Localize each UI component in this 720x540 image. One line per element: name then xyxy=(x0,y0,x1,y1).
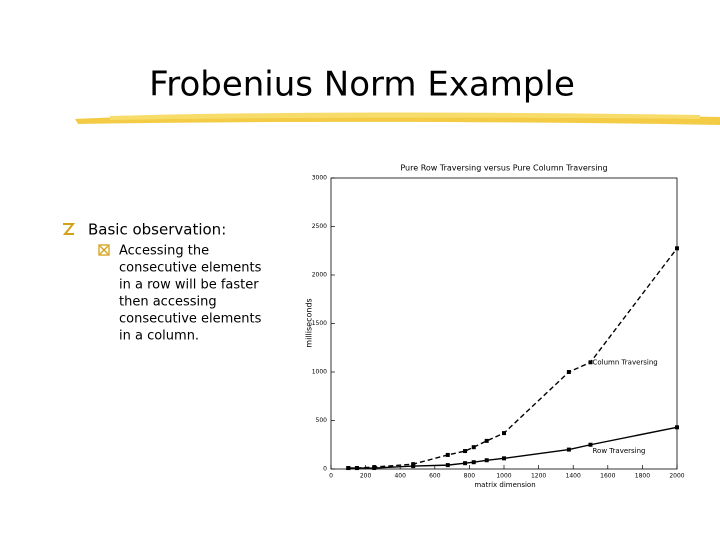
point-marker xyxy=(463,449,468,454)
sub-bullet-icon xyxy=(98,244,110,256)
bullet-icon xyxy=(62,223,76,235)
chart-background xyxy=(278,150,720,512)
y-tick-label: 1000 xyxy=(312,369,327,376)
x-tick-label: 600 xyxy=(429,473,441,480)
x-tick-label: 1000 xyxy=(496,473,511,480)
series-annotation: Row Traversing xyxy=(593,447,646,455)
point-marker xyxy=(675,246,679,251)
sub-bullet-line: then accessing xyxy=(119,295,217,310)
bullet-text: Basic observation: xyxy=(88,221,226,239)
x-tick-label: 2000 xyxy=(669,473,684,480)
series-line xyxy=(348,426,678,469)
chart-title: Pure Row Traversing versus Pure Column T… xyxy=(400,164,607,173)
point-marker xyxy=(484,438,489,443)
point-marker xyxy=(566,370,571,374)
y-tick-label: 2500 xyxy=(312,223,327,230)
x-tick-label: 1600 xyxy=(600,473,615,480)
point-marker xyxy=(411,464,416,469)
x-tick-label: 800 xyxy=(464,473,476,480)
sub-bullet: Accessing the consecutive elements in a ro… xyxy=(119,244,262,344)
x-tick-label: 1200 xyxy=(531,473,546,480)
sub-bullet-line: in a row will be faster xyxy=(119,278,259,293)
series-line xyxy=(348,247,678,469)
chart: Pure Row Traversing versus Pure Column T… xyxy=(305,164,685,490)
y-tick-label: 2000 xyxy=(312,272,327,279)
y-tick-label: 500 xyxy=(316,417,328,424)
point-marker xyxy=(566,447,571,452)
point-marker xyxy=(588,442,593,447)
sub-bullet-line: consecutive elements xyxy=(119,261,262,276)
point-marker xyxy=(588,360,593,365)
point-marker xyxy=(445,452,450,457)
sub-bullet-line: Accessing the xyxy=(119,244,209,259)
y-tick-label: 3000 xyxy=(312,175,327,182)
x-tick-label: 200 xyxy=(360,473,372,480)
sub-bullet-line: consecutive elements xyxy=(119,312,262,327)
title-underline xyxy=(75,112,720,125)
point-marker xyxy=(445,463,450,468)
point-marker xyxy=(502,431,506,436)
point-marker xyxy=(675,425,679,430)
point-marker xyxy=(471,445,476,450)
point-marker xyxy=(346,466,351,471)
point-marker xyxy=(484,458,489,463)
x-tick-label: 1400 xyxy=(566,473,581,480)
series-annotation: Column Traversing xyxy=(593,358,658,366)
y-tick-label: 1500 xyxy=(312,320,327,327)
point-marker xyxy=(502,456,506,461)
x-axis-label: matrix dimension xyxy=(474,481,535,489)
x-tick-label: 1800 xyxy=(635,473,650,480)
y-axis-label: milliseconds xyxy=(305,298,314,347)
point-marker xyxy=(471,460,476,465)
point-marker xyxy=(372,466,377,471)
y-tick-label: 0 xyxy=(323,466,327,473)
slide-title: Frobenius Norm Example xyxy=(149,65,575,105)
x-tick-label: 400 xyxy=(394,473,406,480)
sub-bullet-line: in a column. xyxy=(119,329,199,344)
x-tick-label: 0 xyxy=(329,473,333,480)
point-marker xyxy=(463,461,468,466)
point-marker xyxy=(354,466,359,471)
